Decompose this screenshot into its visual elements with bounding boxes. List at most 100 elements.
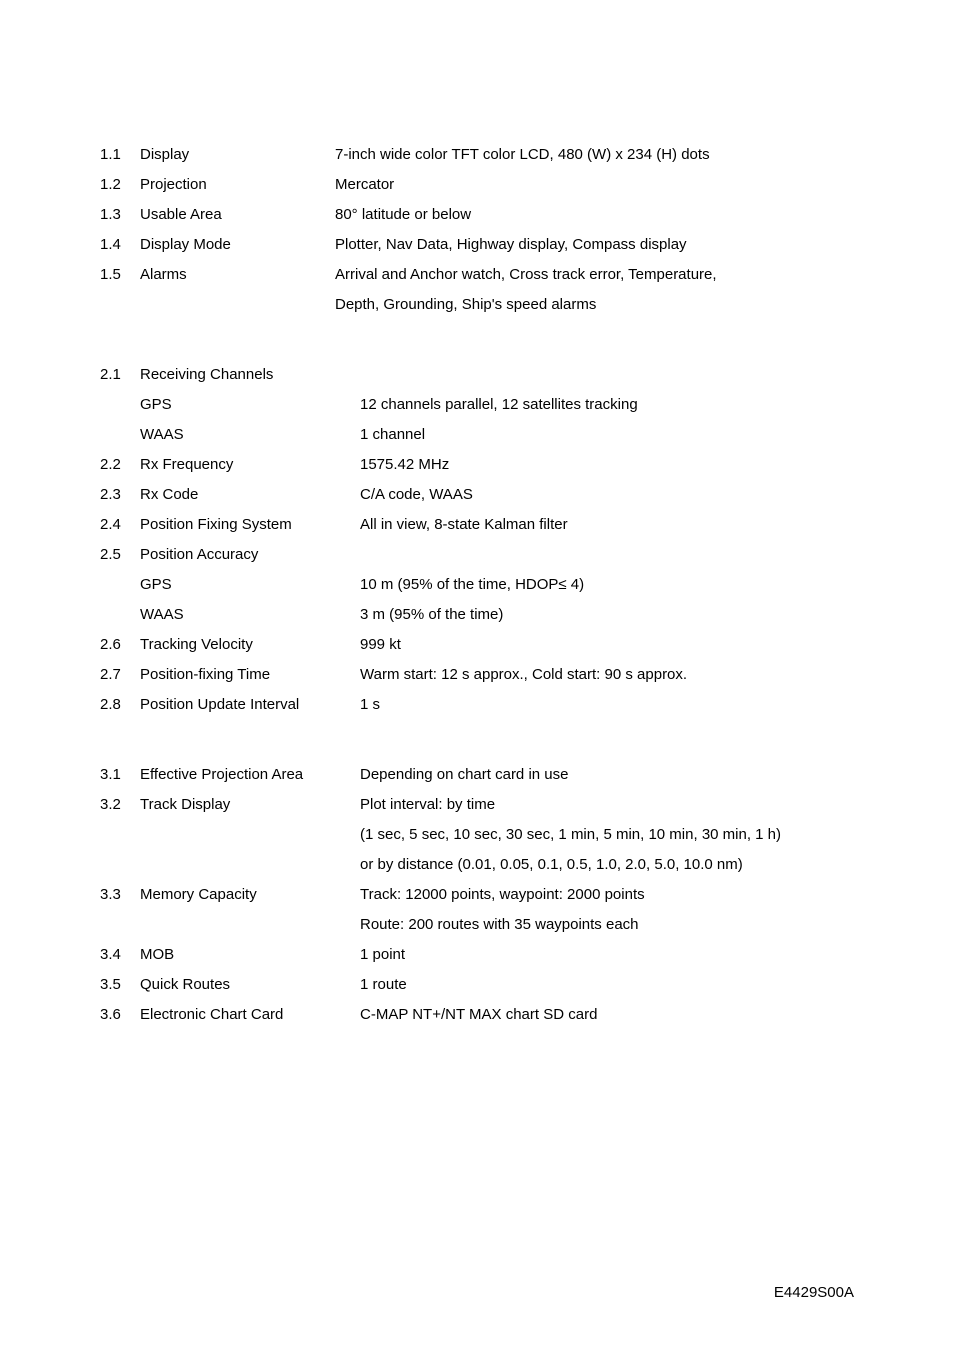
row-value: C/A code, WAAS	[360, 480, 854, 510]
section-2: 2.1 Receiving Channels GPS 12 channels p…	[100, 360, 854, 720]
continuation-row: Depth, Grounding, Ship's speed alarms	[100, 290, 854, 320]
row-label: Receiving Channels	[140, 360, 360, 390]
spacer	[100, 820, 360, 850]
row-label: Usable Area	[140, 200, 335, 230]
row-label: Position-fixing Time	[140, 660, 360, 690]
row-value: 1 route	[360, 970, 854, 1000]
page-footer: E4429S00A	[774, 1284, 854, 1301]
continuation-value: or by distance (0.01, 0.05, 0.1, 0.5, 1.…	[360, 850, 854, 880]
sub-label: GPS	[140, 570, 360, 600]
sub-value: 3 m (95% of the time)	[360, 600, 854, 630]
sub-label: WAAS	[140, 600, 360, 630]
row-num: 1.1	[100, 140, 140, 170]
row-value: Mercator	[335, 170, 854, 200]
spec-row: 2.2 Rx Frequency 1575.42 MHz	[100, 450, 854, 480]
row-value: 80° latitude or below	[335, 200, 854, 230]
page: 1.1 Display 7-inch wide color TFT color …	[0, 0, 954, 1351]
spec-row: 3.5 Quick Routes 1 route	[100, 970, 854, 1000]
spec-row: 3.6 Electronic Chart Card C-MAP NT+/NT M…	[100, 1000, 854, 1030]
row-label: Position Fixing System	[140, 510, 360, 540]
row-num: 1.2	[100, 170, 140, 200]
spacer	[100, 910, 360, 940]
spec-row: 3.3 Memory Capacity Track: 12000 points,…	[100, 880, 854, 910]
spacer	[100, 290, 335, 320]
row-value: C-MAP NT+/NT MAX chart SD card	[360, 1000, 854, 1030]
row-num: 3.6	[100, 1000, 140, 1030]
row-num: 2.1	[100, 360, 140, 390]
spec-row: 1.4 Display Mode Plotter, Nav Data, High…	[100, 230, 854, 260]
continuation-row: Route: 200 routes with 35 waypoints each	[100, 910, 854, 940]
continuation-value: Route: 200 routes with 35 waypoints each	[360, 910, 854, 940]
row-value: Warm start: 12 s approx., Cold start: 90…	[360, 660, 854, 690]
continuation-value: (1 sec, 5 sec, 10 sec, 30 sec, 1 min, 5 …	[360, 820, 854, 850]
sub-value: 12 channels parallel, 12 satellites trac…	[360, 390, 854, 420]
row-value: Plotter, Nav Data, Highway display, Comp…	[335, 230, 854, 260]
spec-row: 1.1 Display 7-inch wide color TFT color …	[100, 140, 854, 170]
row-num: 2.6	[100, 630, 140, 660]
sub-row: GPS 10 m (95% of the time, HDOP≤ 4)	[100, 570, 854, 600]
sub-value: 10 m (95% of the time, HDOP≤ 4)	[360, 570, 854, 600]
spec-row: 3.1 Effective Projection Area Depending …	[100, 760, 854, 790]
row-num: 2.3	[100, 480, 140, 510]
row-num: 2.7	[100, 660, 140, 690]
row-value: 7-inch wide color TFT color LCD, 480 (W)…	[335, 140, 854, 170]
continuation-value: Depth, Grounding, Ship's speed alarms	[335, 290, 854, 320]
row-label: Memory Capacity	[140, 880, 360, 910]
sub-row: WAAS 3 m (95% of the time)	[100, 600, 854, 630]
row-label: Rx Code	[140, 480, 360, 510]
spec-row: 2.5 Position Accuracy	[100, 540, 854, 570]
spec-row: 1.5 Alarms Arrival and Anchor watch, Cro…	[100, 260, 854, 290]
row-label: Quick Routes	[140, 970, 360, 1000]
row-value: Track: 12000 points, waypoint: 2000 poin…	[360, 880, 854, 910]
row-label: Position Update Interval	[140, 690, 360, 720]
row-num: 3.2	[100, 790, 140, 820]
row-num: 3.1	[100, 760, 140, 790]
row-label: Display	[140, 140, 335, 170]
row-value: Arrival and Anchor watch, Cross track er…	[335, 260, 854, 290]
row-value: 1 s	[360, 690, 854, 720]
row-num: 2.2	[100, 450, 140, 480]
sub-value: 1 channel	[360, 420, 854, 450]
row-num: 2.4	[100, 510, 140, 540]
spec-row: 2.1 Receiving Channels	[100, 360, 854, 390]
sub-row: WAAS 1 channel	[100, 420, 854, 450]
row-label: Track Display	[140, 790, 360, 820]
continuation-row: (1 sec, 5 sec, 10 sec, 30 sec, 1 min, 5 …	[100, 820, 854, 850]
sub-row: GPS 12 channels parallel, 12 satellites …	[100, 390, 854, 420]
row-value: 1575.42 MHz	[360, 450, 854, 480]
spacer	[100, 850, 360, 880]
row-num: 3.4	[100, 940, 140, 970]
spec-row: 2.6 Tracking Velocity 999 kt	[100, 630, 854, 660]
row-num: 1.3	[100, 200, 140, 230]
spec-row: 2.3 Rx Code C/A code, WAAS	[100, 480, 854, 510]
row-num: 1.5	[100, 260, 140, 290]
row-label: Position Accuracy	[140, 540, 360, 570]
spec-row: 2.4 Position Fixing System All in view, …	[100, 510, 854, 540]
row-value: 999 kt	[360, 630, 854, 660]
spec-row: 2.7 Position-fixing Time Warm start: 12 …	[100, 660, 854, 690]
row-num: 2.5	[100, 540, 140, 570]
section-1: 1.1 Display 7-inch wide color TFT color …	[100, 140, 854, 320]
row-value: Depending on chart card in use	[360, 760, 854, 790]
spec-row: 3.4 MOB 1 point	[100, 940, 854, 970]
spec-row: 1.2 Projection Mercator	[100, 170, 854, 200]
sub-label: WAAS	[140, 420, 360, 450]
row-label: Tracking Velocity	[140, 630, 360, 660]
row-label: Effective Projection Area	[140, 760, 360, 790]
row-num: 3.5	[100, 970, 140, 1000]
spec-row: 3.2 Track Display Plot interval: by time	[100, 790, 854, 820]
row-value: 1 point	[360, 940, 854, 970]
row-label: Projection	[140, 170, 335, 200]
row-label: Alarms	[140, 260, 335, 290]
row-label: Display Mode	[140, 230, 335, 260]
row-label: MOB	[140, 940, 360, 970]
row-label: Electronic Chart Card	[140, 1000, 360, 1030]
row-value: All in view, 8-state Kalman filter	[360, 510, 854, 540]
row-value: Plot interval: by time	[360, 790, 854, 820]
continuation-row: or by distance (0.01, 0.05, 0.1, 0.5, 1.…	[100, 850, 854, 880]
section-3: 3.1 Effective Projection Area Depending …	[100, 760, 854, 1030]
row-num: 1.4	[100, 230, 140, 260]
spec-row: 1.3 Usable Area 80° latitude or below	[100, 200, 854, 230]
sub-label: GPS	[140, 390, 360, 420]
spec-row: 2.8 Position Update Interval 1 s	[100, 690, 854, 720]
